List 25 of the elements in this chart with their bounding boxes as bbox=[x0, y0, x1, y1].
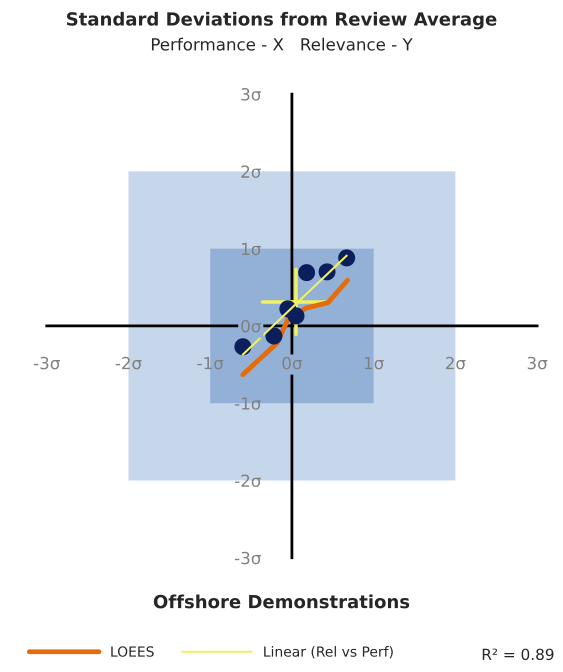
x-tick-label: 3σ bbox=[528, 356, 548, 370]
x-tick-label: -2σ bbox=[116, 356, 142, 370]
chart-subtitle: Performance - X Relevance - Y bbox=[152, 38, 413, 51]
x-tick-label: 2σ bbox=[446, 356, 466, 370]
legend-label: Linear (Rel vs Perf) bbox=[264, 646, 393, 658]
y-tick-label: -1σ bbox=[234, 397, 261, 410]
y-tick-label: 2σ bbox=[241, 165, 261, 178]
y-tick-label: -3σ bbox=[234, 552, 261, 564]
line-series bbox=[240, 278, 350, 378]
x-tick-label: 0σ bbox=[282, 356, 302, 370]
y-tick-label: 1σ bbox=[242, 242, 261, 256]
text: R² = 0.89 bbox=[482, 648, 554, 660]
y-tick-label: -2σ bbox=[234, 474, 261, 488]
point bbox=[265, 327, 282, 344]
point bbox=[287, 307, 305, 324]
x-tick-label: 1σ bbox=[364, 356, 384, 370]
text: Offshore Demonstrations bbox=[154, 594, 410, 608]
x-tick-label: -1σ bbox=[197, 356, 224, 370]
y-tick-label: 0σ bbox=[241, 320, 261, 332]
point bbox=[338, 249, 356, 266]
point bbox=[298, 264, 316, 282]
y-tick-label: 3σ bbox=[241, 88, 261, 101]
chart-title: Standard Deviations from Review Average bbox=[67, 12, 496, 30]
x-tick-label: -3σ bbox=[34, 356, 60, 370]
legend-label: LOEES bbox=[111, 646, 154, 657]
